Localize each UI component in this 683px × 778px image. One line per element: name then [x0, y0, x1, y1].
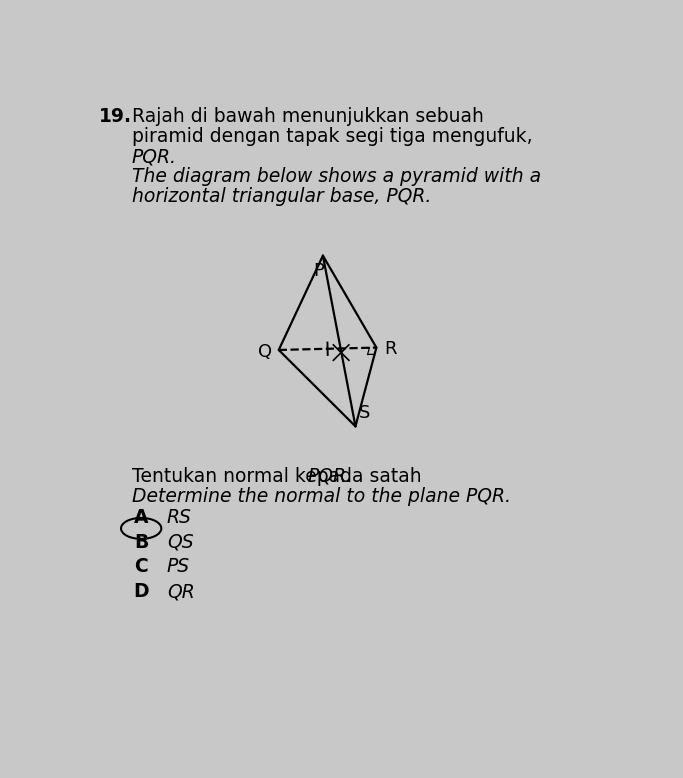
Text: S: S	[359, 405, 371, 422]
Text: horizontal triangular base, PQR.: horizontal triangular base, PQR.	[132, 187, 431, 206]
Text: B: B	[134, 533, 148, 552]
Text: A: A	[134, 508, 148, 527]
Text: Tentukan normal kepada satah: Tentukan normal kepada satah	[132, 467, 428, 485]
Text: PQR.: PQR.	[132, 147, 177, 166]
Text: Rajah di bawah menunjukkan sebuah: Rajah di bawah menunjukkan sebuah	[132, 107, 484, 126]
Text: R: R	[384, 340, 397, 358]
Text: C: C	[135, 557, 148, 576]
Text: Determine the normal to the plane PQR.: Determine the normal to the plane PQR.	[132, 487, 511, 506]
Text: PS: PS	[167, 557, 190, 576]
Text: RS: RS	[167, 508, 192, 527]
Text: 19.: 19.	[99, 107, 133, 126]
Text: QR: QR	[167, 582, 195, 601]
Text: PQR.: PQR.	[307, 467, 352, 485]
Text: P: P	[313, 262, 324, 280]
Text: D: D	[133, 582, 149, 601]
Text: piramid dengan tapak segi tiga mengufuk,: piramid dengan tapak segi tiga mengufuk,	[132, 128, 533, 146]
Text: QS: QS	[167, 533, 193, 552]
Text: The diagram below shows a pyramid with a: The diagram below shows a pyramid with a	[132, 167, 541, 186]
Text: Q: Q	[258, 342, 273, 360]
